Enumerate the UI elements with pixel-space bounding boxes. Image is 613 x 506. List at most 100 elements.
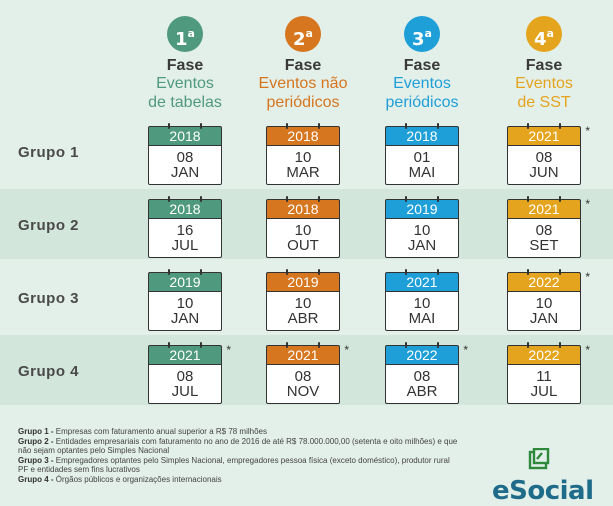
calendar-month: MAR (286, 164, 320, 181)
phase-title: Fase (284, 57, 322, 74)
calendar-date: 2018 10 OUT (266, 196, 340, 259)
calendar-date: 2019 10 ABR (266, 269, 340, 332)
group-label: Grupo 1 (18, 144, 80, 161)
calendar-month: ABR (287, 310, 319, 327)
calendar-date: 2022 10 JAN * (507, 269, 590, 332)
calendar-year: 2019 (385, 199, 459, 218)
calendar-month: JUN (529, 164, 559, 181)
calendar-month: JAN (407, 237, 437, 254)
calendar-body: 10 JAN (507, 291, 581, 331)
calendar-day: 08 (535, 222, 553, 239)
calendar-body: 08 SET (507, 218, 581, 258)
calendar-body: 08 ABR (385, 364, 459, 404)
phase-name-line1: Eventos (393, 75, 451, 92)
phase-header: 2a Fase Eventos não periódicos (228, 0, 378, 112)
footnote-asterisk: * (344, 343, 349, 357)
footnote-item: Grupo 4 - Órgãos públicos e organizações… (18, 475, 458, 485)
calendar-body: 01 MAI (385, 145, 459, 185)
footnote-label: Grupo 1 - (18, 427, 54, 436)
footnote-asterisk: * (585, 270, 590, 284)
calendar-year: 2021 (507, 199, 581, 218)
calendar-year: 2018 (148, 126, 222, 145)
phase-name-line1: Eventos (515, 75, 573, 92)
calendar-year: 2019 (266, 272, 340, 291)
calendar-month: MAI (408, 310, 436, 327)
footnotes: Grupo 1 - Empresas com faturamento anual… (18, 427, 458, 485)
calendar-year: 2018 (266, 126, 340, 145)
phase-number-badge: 1a (167, 16, 203, 52)
calendar-month: JAN (170, 310, 200, 327)
calendar-date: 2022 11 JUL * (507, 342, 590, 405)
footnote-text: Empregadores optantes pelo Simples Nacio… (18, 455, 450, 475)
phase-header: 4a Fase Eventos de SST (469, 0, 613, 112)
footnote-label: Grupo 2 - (18, 436, 54, 446)
calendar-body: 08 JUL (148, 364, 222, 404)
calendar-body: 08 JUN (507, 145, 581, 185)
calendar-day: 10 (413, 295, 431, 312)
group-label: Grupo 2 (18, 217, 80, 234)
calendar-date: 2021 08 JUN * (507, 123, 590, 186)
calendar-year: 2021 (148, 345, 222, 364)
calendar-body: 16 JUL (148, 218, 222, 258)
logo-wordmark: eSocial (492, 476, 594, 506)
group-label: Grupo 3 (18, 290, 80, 307)
calendar-body: 08 JAN (148, 145, 222, 185)
calendar-date: 2018 16 JUL (148, 196, 222, 259)
footnote-text: Entidades empresariais com faturamento n… (18, 436, 458, 456)
calendar-year: 2022 (385, 345, 459, 364)
footnote-asterisk: * (463, 343, 468, 357)
calendar-body: 10 MAR (266, 145, 340, 185)
calendar-year: 2022 (507, 345, 581, 364)
phase-title: Fase (403, 57, 441, 74)
footnote-item: Grupo 2 - Entidades empresariais com fat… (18, 437, 458, 456)
phase-name-line1: Eventos não (258, 75, 348, 92)
calendar-date: 2019 10 JAN (385, 196, 459, 259)
calendar-year: 2019 (148, 272, 222, 291)
calendar-body: 08 NOV (266, 364, 340, 404)
phase-name-line1: Eventos (156, 75, 214, 92)
calendar-body: 10 ABR (266, 291, 340, 331)
calendar-day: 08 (413, 368, 431, 385)
calendar-month: ABR (406, 383, 438, 400)
footnote-text: Empresas com faturamento anual superior … (53, 427, 267, 436)
calendar-day: 08 (176, 149, 194, 166)
calendar-day: 10 (176, 295, 194, 312)
calendar-year: 2018 (385, 126, 459, 145)
calendar-month: OUT (287, 237, 319, 254)
calendar-day: 10 (294, 295, 312, 312)
phase-title: Fase (166, 57, 204, 74)
calendar-day: 08 (294, 368, 312, 385)
calendar-day: 08 (535, 149, 553, 166)
calendar-month: JUL (171, 237, 199, 254)
calendar-year: 2021 (507, 126, 581, 145)
calendar-day: 10 (535, 295, 553, 312)
calendar-date: 2019 10 JAN (148, 269, 222, 332)
footnote-item: Grupo 1 - Empresas com faturamento anual… (18, 427, 458, 437)
calendar-body: 10 OUT (266, 218, 340, 258)
footnote-asterisk: * (226, 343, 231, 357)
calendar-year: 2021 (266, 345, 340, 364)
calendar-month: SET (529, 237, 559, 254)
calendar-body: 10 JAN (385, 218, 459, 258)
calendar-date: 2018 08 JAN (148, 123, 222, 186)
calendar-day: 10 (294, 222, 312, 239)
calendar-year: 2022 (507, 272, 581, 291)
calendar-body: 10 MAI (385, 291, 459, 331)
calendar-month: JAN (529, 310, 559, 327)
calendar-date: 2021 08 SET * (507, 196, 590, 259)
calendar-day: 10 (294, 149, 312, 166)
calendar-year: 2021 (385, 272, 459, 291)
calendar-month: JAN (170, 164, 200, 181)
phase-number-badge: 2a (285, 16, 321, 52)
footnote-asterisk: * (585, 197, 590, 211)
calendar-day: 16 (176, 222, 194, 239)
phase-name-line2: periódicos (385, 94, 459, 111)
calendar-year: 2018 (266, 199, 340, 218)
esocial-logo: eSocial (490, 440, 600, 506)
footnote-label: Grupo 4 - (18, 474, 54, 484)
phase-name-line2: de tabelas (148, 94, 222, 111)
calendar-year: 2018 (148, 199, 222, 218)
phase-name-line2: de SST (517, 94, 571, 111)
calendar-body: 10 JAN (148, 291, 222, 331)
calendar-month: MAI (408, 164, 436, 181)
